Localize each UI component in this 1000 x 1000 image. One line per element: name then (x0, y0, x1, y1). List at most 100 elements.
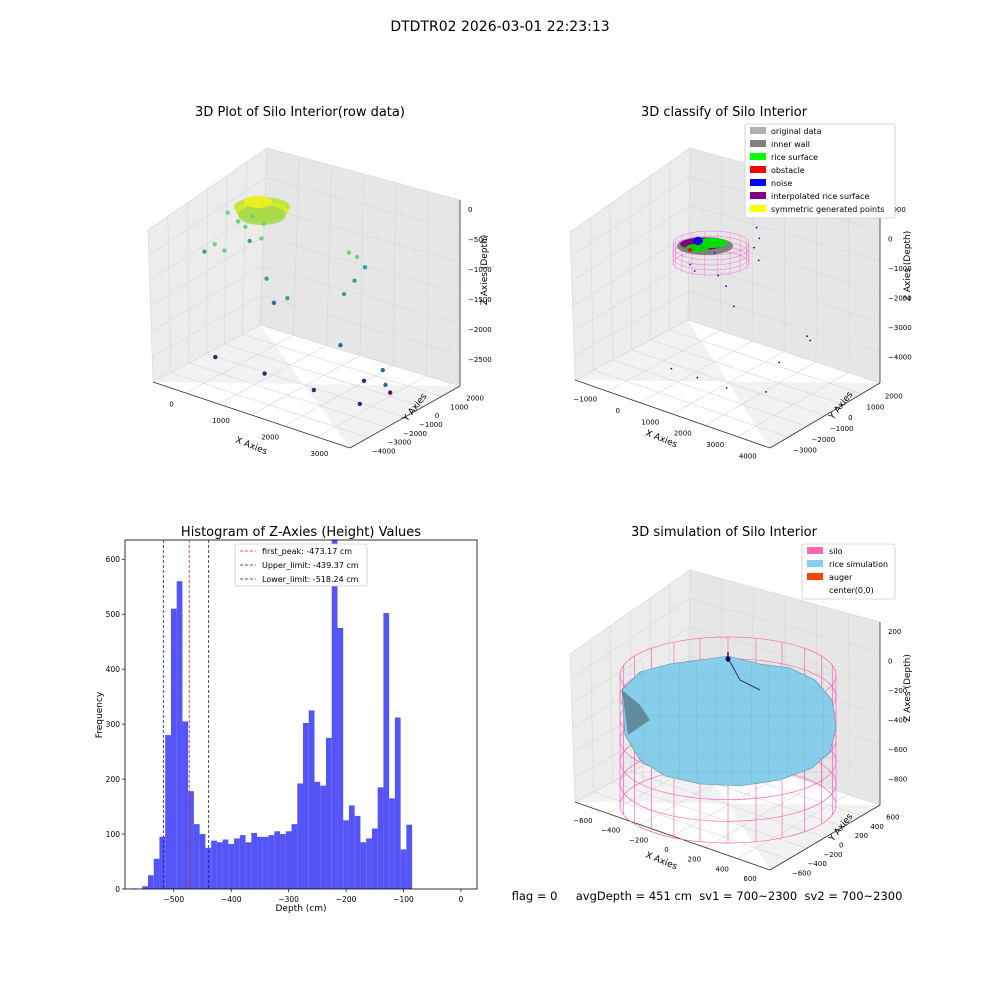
z-tick-label: −3000 (888, 324, 912, 332)
y-tick-label: −1000 (419, 421, 443, 429)
data-point (311, 387, 317, 393)
y-tick-label: 400 (106, 665, 121, 674)
panel4-xlabel: X Axies (644, 851, 679, 873)
noise-point (757, 259, 760, 262)
grid-line (737, 794, 849, 859)
z-tick-label: −500 (468, 236, 487, 244)
grid-line (147, 147, 268, 231)
y-tick-label: 2000 (885, 392, 903, 400)
x-tick-label: 0 (169, 400, 173, 408)
x-tick-label: 200 (688, 856, 701, 864)
x-tick-label: 4000 (739, 452, 757, 460)
histogram-bar (193, 824, 200, 889)
x-tick-label: −200 (336, 895, 357, 904)
grid-line (570, 176, 690, 257)
legend-label: noise (771, 179, 792, 188)
grid-line (689, 569, 881, 623)
y-tick-label: −3000 (388, 439, 412, 447)
histogram-ylabel: Frequency (95, 691, 105, 738)
silo-surface-cluster (238, 205, 286, 225)
x-tick-label: −400 (221, 895, 242, 904)
z-tick-label: −2500 (468, 356, 492, 364)
data-point (354, 254, 360, 260)
z-tick-label: −2000 (468, 326, 492, 334)
x-tick-label: 3000 (706, 441, 724, 449)
x-axis-line (574, 801, 771, 871)
histogram-reference-lines (162, 540, 210, 889)
y-tick-label: 1000 (867, 403, 885, 411)
panel1-tick-labels: 0100020003000200010000−1000−2000−3000−40… (169, 206, 491, 458)
panel-histogram: Histogram of Z-Axies (Height) Values −50… (95, 525, 478, 914)
panel1-axes-box (147, 147, 461, 449)
data-point (341, 291, 347, 297)
histogram-bar (285, 831, 292, 889)
y-tick-label: 2000 (466, 394, 484, 402)
legend-frame (234, 543, 368, 587)
y-tick-label: 300 (106, 720, 121, 729)
x-tick-label: 2000 (261, 433, 279, 441)
legend-swatch (750, 127, 766, 134)
histogram-bar (239, 835, 246, 889)
data-point (250, 214, 255, 219)
z-tick-label: −2000 (888, 294, 912, 302)
data-point (271, 300, 277, 306)
legend-swatch (750, 205, 766, 212)
obstacle-point (688, 248, 692, 252)
x-tick-label: 0 (459, 895, 464, 904)
grid-line (737, 372, 849, 437)
data-point (202, 249, 207, 254)
histogram-bar (394, 717, 401, 889)
histogram-bar (216, 842, 223, 889)
legend-label: symmetric generated points (771, 205, 884, 214)
x-tick-label: 1000 (641, 418, 659, 426)
z-tick-label: −1500 (468, 296, 492, 304)
legend-swatch (750, 179, 766, 186)
data-point (213, 354, 218, 360)
histogram-bar (280, 834, 286, 889)
grid-line (148, 177, 266, 256)
panel-classify-3d: 3D classify of Silo Interior −1000010002… (569, 105, 913, 460)
noise-point (765, 391, 767, 393)
rice-shadow (622, 690, 650, 735)
histogram-frame (124, 539, 478, 890)
y-tick-label: −400 (808, 860, 827, 868)
panel2-tick-labels: −100001000200030004000200010000−1000−200… (573, 206, 911, 460)
histogram-bar (406, 824, 413, 889)
legend-label: auger (829, 573, 853, 582)
noise-point (689, 263, 691, 266)
legend-frame (801, 543, 896, 600)
histogram-bar (268, 835, 275, 889)
data-point (243, 224, 248, 229)
axes-left-pane (570, 148, 690, 380)
noise-point (753, 246, 756, 249)
grid-line (265, 177, 461, 232)
histogram-bar (400, 849, 407, 889)
z-tick-label: −600 (888, 746, 907, 754)
histogram-bar (257, 836, 263, 889)
histogram-bar (262, 836, 269, 889)
noise-point (725, 386, 728, 389)
legend-swatch (807, 547, 823, 554)
histogram-bar (176, 581, 183, 889)
noise-point (713, 252, 716, 254)
z-tick-label: −400 (888, 716, 907, 724)
histogram-bar (211, 840, 217, 889)
noise-point (693, 270, 696, 272)
histogram-xlabel: Depth (cm) (275, 904, 326, 914)
z-tick-label: 0 (888, 235, 892, 243)
y-tick-label: 600 (886, 814, 899, 822)
noise-point (778, 361, 781, 364)
histogram-bar (297, 783, 304, 889)
grid-line (689, 598, 881, 653)
z-tick-label: −200 (888, 687, 907, 695)
histogram-bar (142, 886, 148, 889)
panel2-noise-points (670, 226, 812, 393)
histogram-bar (234, 838, 240, 889)
y-tick-label: 100 (106, 830, 121, 839)
panel4-tick-labels: −600−400−20002004006006004002000−200−400… (573, 628, 907, 883)
noise-cluster (693, 237, 703, 245)
histogram-bar (343, 820, 349, 889)
histogram-bar (228, 843, 235, 889)
histogram-bar (308, 710, 315, 889)
noise-point (717, 274, 720, 277)
